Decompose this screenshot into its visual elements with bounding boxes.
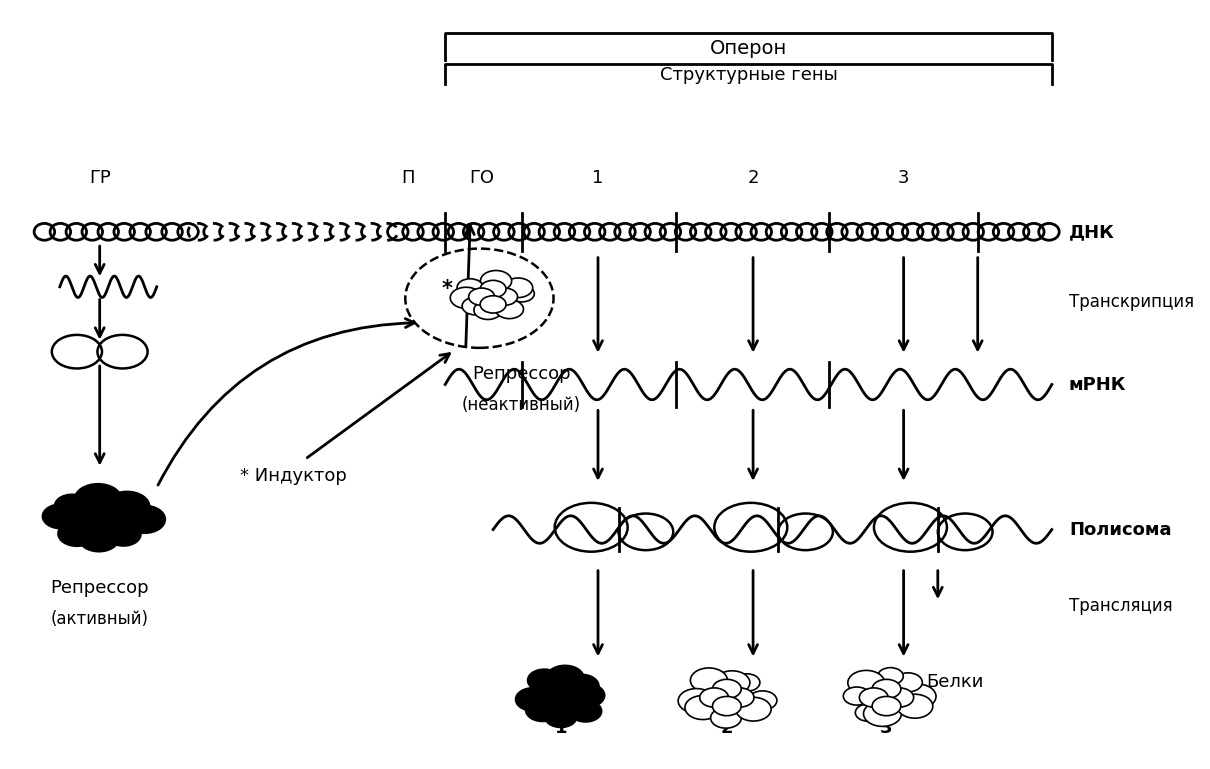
Text: мРНК: мРНК [1068, 375, 1127, 394]
Text: Репрессор: Репрессор [472, 365, 571, 384]
Circle shape [58, 521, 96, 546]
Circle shape [843, 687, 870, 705]
Circle shape [885, 688, 914, 707]
Circle shape [503, 278, 532, 298]
Circle shape [42, 504, 79, 528]
Circle shape [570, 701, 601, 722]
Circle shape [546, 665, 584, 691]
Circle shape [713, 679, 742, 698]
Circle shape [79, 524, 119, 551]
Circle shape [564, 674, 599, 698]
Circle shape [570, 684, 605, 707]
Circle shape [733, 674, 760, 691]
Circle shape [515, 687, 551, 711]
Circle shape [468, 288, 495, 305]
Text: Репрессор: Репрессор [51, 579, 149, 598]
Text: Белки: Белки [927, 673, 984, 691]
Circle shape [480, 271, 512, 291]
Circle shape [495, 300, 524, 318]
Circle shape [480, 296, 506, 313]
Circle shape [65, 506, 102, 530]
Text: (активный): (активный) [51, 610, 149, 628]
Text: (неактивный): (неактивный) [462, 396, 581, 414]
Circle shape [535, 688, 563, 707]
Circle shape [897, 694, 933, 718]
Circle shape [899, 684, 937, 709]
Circle shape [54, 494, 90, 518]
Circle shape [678, 688, 715, 713]
Circle shape [544, 706, 577, 727]
Text: Транскрипция: Транскрипция [1068, 293, 1194, 311]
Circle shape [713, 697, 742, 716]
Circle shape [98, 506, 133, 530]
Text: 3: 3 [880, 719, 893, 737]
Text: ГО: ГО [469, 169, 494, 188]
Text: П: П [401, 169, 414, 188]
Text: ДНК: ДНК [1068, 223, 1114, 241]
Circle shape [509, 285, 535, 302]
Circle shape [457, 278, 483, 296]
Circle shape [560, 688, 588, 707]
Circle shape [736, 697, 771, 721]
Text: 2: 2 [748, 169, 759, 188]
Circle shape [872, 697, 901, 716]
Circle shape [123, 505, 166, 533]
Circle shape [74, 484, 122, 515]
Circle shape [691, 668, 727, 693]
Text: 1: 1 [555, 719, 567, 737]
Circle shape [859, 688, 888, 707]
Circle shape [474, 301, 502, 319]
Text: Оперон: Оперон [710, 39, 788, 58]
Circle shape [894, 673, 922, 692]
Text: 3: 3 [898, 169, 910, 188]
Circle shape [528, 669, 561, 691]
Circle shape [462, 298, 489, 315]
Text: * Индуктор: * Индуктор [240, 467, 347, 485]
Circle shape [872, 679, 901, 698]
Text: Структурные гены: Структурные гены [659, 66, 837, 85]
Text: ГР: ГР [88, 169, 110, 188]
Circle shape [748, 691, 777, 710]
Text: 1: 1 [593, 169, 604, 188]
Circle shape [525, 698, 560, 721]
Text: 2: 2 [721, 719, 733, 737]
Circle shape [848, 671, 885, 695]
Text: Полисома: Полисома [1068, 521, 1171, 538]
Circle shape [491, 288, 518, 305]
Circle shape [710, 707, 742, 728]
Circle shape [877, 667, 904, 685]
Text: *: * [442, 279, 453, 299]
Circle shape [685, 695, 721, 720]
Circle shape [547, 697, 576, 716]
Circle shape [725, 688, 754, 707]
Circle shape [82, 517, 117, 541]
Circle shape [855, 704, 881, 721]
Circle shape [104, 491, 150, 522]
Circle shape [699, 688, 728, 707]
Circle shape [480, 281, 506, 298]
Circle shape [864, 701, 901, 727]
Text: Трансляция: Трансляция [1068, 597, 1172, 615]
Circle shape [450, 288, 482, 308]
Circle shape [106, 523, 140, 546]
Circle shape [82, 495, 117, 519]
Circle shape [714, 671, 750, 694]
Circle shape [547, 679, 576, 698]
